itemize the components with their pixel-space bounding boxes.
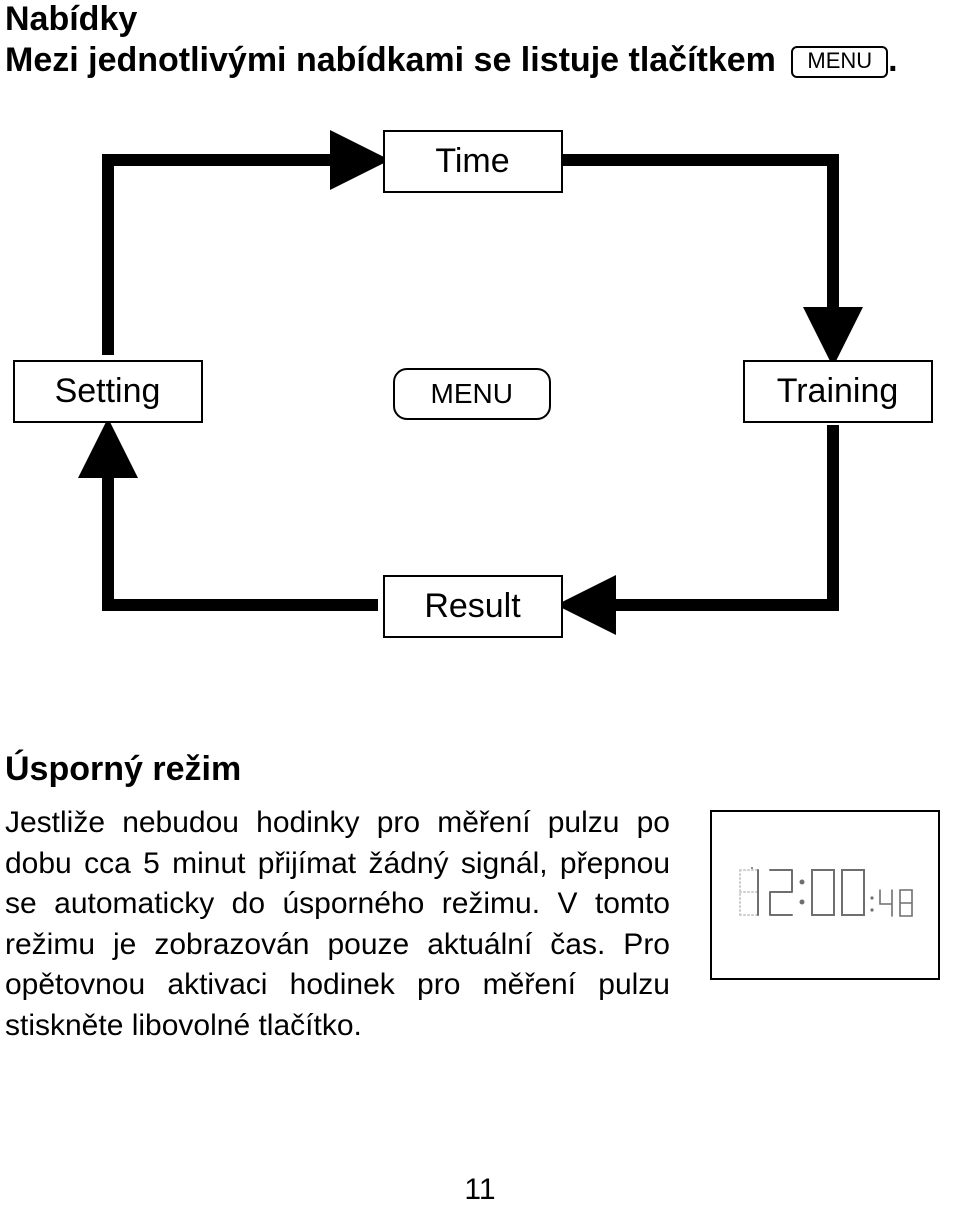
node-result: Result	[383, 575, 563, 638]
menu-cycle-diagram: Time Setting Training Result MENU	[13, 130, 933, 690]
page-number: 11	[0, 1173, 960, 1207]
intro-line: Mezi jednotlivými nabídkami se listuje t…	[5, 41, 940, 80]
lcd-digits	[740, 868, 912, 916]
intro-suffix: .	[888, 41, 897, 79]
section2-heading: Úsporný režim	[5, 750, 670, 789]
node-setting: Setting	[13, 360, 203, 423]
menu-chip-inline: MENU	[791, 46, 888, 77]
menu-chip-center: MENU	[393, 368, 551, 420]
lcd-icon	[730, 860, 920, 930]
node-menu-center: MENU	[393, 368, 551, 420]
page-title: Nabídky	[5, 0, 940, 39]
lcd-display	[710, 810, 940, 980]
section-power-save: Úsporný režim Jestliže nebudou hodinky p…	[5, 750, 940, 1046]
section2-paragraph: Jestliže nebudou hodinky pro měření pulz…	[5, 803, 670, 1046]
intro-text: Mezi jednotlivými nabídkami se listuje t…	[5, 41, 776, 79]
node-training: Training	[743, 360, 933, 423]
node-time: Time	[383, 130, 563, 193]
